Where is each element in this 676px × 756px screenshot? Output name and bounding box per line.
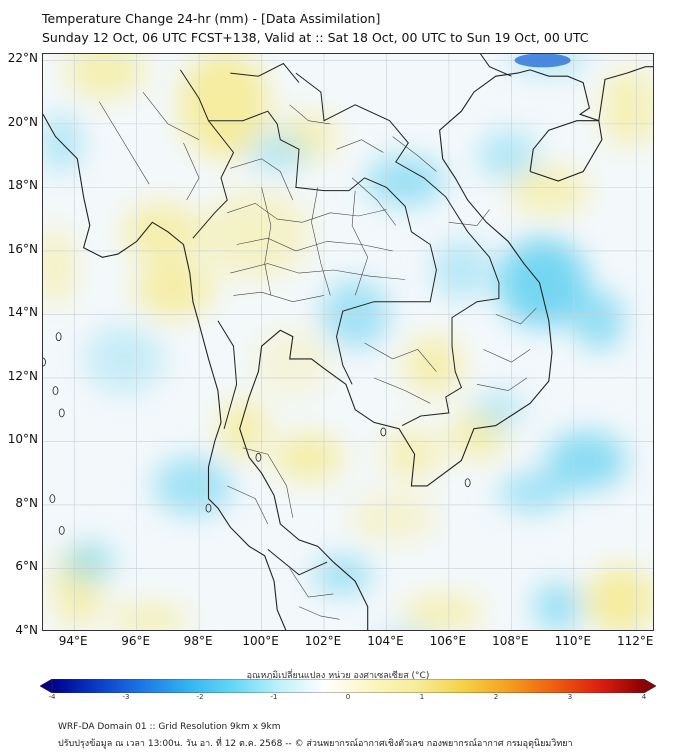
colorbar-min-arrow	[40, 679, 53, 693]
lat-label: 20°N	[7, 114, 38, 129]
lat-label: 8°N	[15, 495, 38, 510]
lat-label: 10°N	[7, 432, 38, 447]
colorbar-tick-label: 3	[567, 693, 573, 701]
footer-model-info: WRF-DA Domain 01 :: Grid Resolution 9km …	[58, 722, 281, 732]
colorbar-tick-label: -3	[122, 693, 130, 701]
colorbar-max-arrow	[643, 679, 656, 693]
lon-label: 94°E	[58, 634, 88, 648]
lat-label: 22°N	[7, 51, 38, 66]
map-subtitle: Sunday 12 Oct, 06 UTC FCST+138, Valid at…	[42, 30, 589, 45]
colorbar-tick-label: -4	[48, 693, 56, 701]
colorbar-tick-label: 0	[345, 693, 351, 701]
lon-label: 104°E	[367, 634, 404, 648]
colorbar-tick-label: 2	[493, 693, 499, 701]
lat-label: 16°N	[7, 241, 38, 256]
colorbar-gradient	[51, 679, 645, 693]
lon-label: 100°E	[242, 634, 279, 648]
footer-credits: ปรับปรุงข้อมูล ณ เวลา 13:00น. วัน อา. ที…	[58, 739, 573, 749]
colorbar-tick-label: 1	[419, 693, 425, 701]
lon-label: 112°E	[617, 634, 654, 648]
colorbar-tick-label: -1	[270, 693, 278, 701]
lon-label: 102°E	[304, 634, 342, 648]
colorbar-tick-label: -2	[196, 693, 204, 701]
lon-label: 98°E	[183, 634, 213, 648]
colorbar-title: อุณหภูมิเปลี่ยนแปลง หน่วย องศาเซลเซียส (…	[246, 671, 430, 681]
forecast-map	[42, 53, 654, 631]
temperature-change-map	[43, 54, 653, 630]
lat-label: 14°N	[7, 305, 38, 320]
lon-label: 96°E	[121, 634, 151, 648]
lat-label: 4°N	[15, 623, 38, 637]
map-title: Temperature Change 24-hr (mm) - [Data As…	[42, 11, 381, 26]
colorbar	[40, 679, 656, 693]
lon-label: 110°E	[554, 634, 592, 648]
lat-label: 18°N	[7, 178, 38, 193]
lon-label: 108°E	[492, 634, 529, 648]
colorbar-tick-label: 4	[641, 693, 647, 701]
lon-label: 106°E	[429, 634, 467, 648]
lat-label: 6°N	[15, 559, 38, 574]
lat-label: 12°N	[7, 368, 38, 383]
